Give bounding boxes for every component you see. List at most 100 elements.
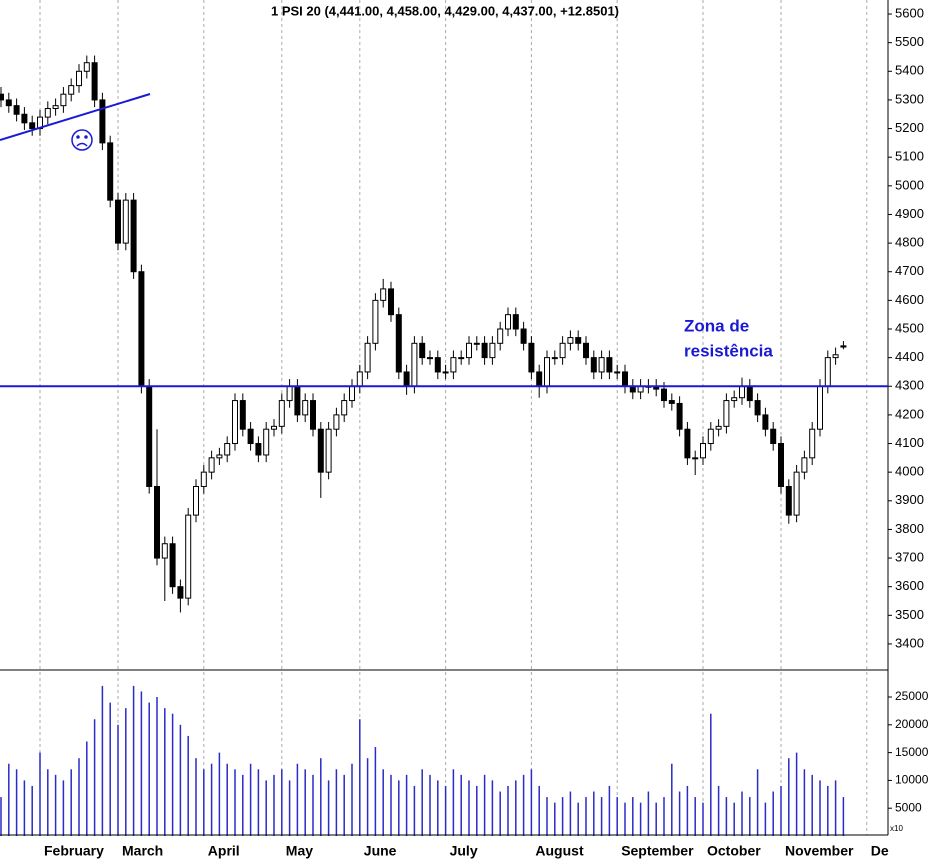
volume-bar [663,797,665,836]
candle-body [169,543,176,588]
y-tick-label: 5300 [895,91,924,106]
volume-bar [437,780,439,836]
volume-bar [507,785,509,836]
volume-bar [242,774,244,836]
candle-body [5,99,12,107]
candle-body [294,385,301,416]
candle-body [68,85,75,95]
y-tick-label: 3700 [895,549,924,564]
volume-bar [203,769,205,836]
candle-body [544,357,550,387]
volume-bar [148,702,150,836]
candle-body [146,385,153,487]
volume-bar [249,763,252,836]
volume-bar [452,769,455,836]
volume-bar [569,791,572,836]
volume-bar [62,780,65,836]
candle-body [481,342,488,359]
candle-body [466,342,472,359]
candle-body [130,199,137,273]
candle-body [91,62,98,101]
volume-bar [593,791,595,836]
y-tick-label: 10000 [895,773,929,787]
candle-body [606,357,613,373]
candle-body [442,371,449,374]
candle-body [247,428,254,445]
x-tick-label: September [621,843,694,859]
x-tick-label: February [44,843,104,859]
y-tick-label: 5600 [895,5,924,20]
candle-body [520,328,527,344]
volume-bar [842,797,845,836]
candle-body [239,400,246,430]
candle-body [559,342,566,359]
candle-body [99,99,106,144]
x-tick-label: March [122,843,163,859]
candle-body [770,428,777,445]
volume-bar [530,769,533,836]
candle-body [107,142,114,201]
y-tick-label: 15000 [895,745,929,759]
volume-bar [312,774,314,836]
volume-bar [281,769,283,836]
candle-body [458,357,465,360]
candle-body [778,443,784,487]
candle-body [380,288,387,301]
candle-body [138,271,145,387]
y-tick-label: 5500 [895,34,924,49]
volume-bar [429,774,431,836]
volume-bar [686,785,689,836]
volume-bar [304,769,306,836]
volume-bar [210,763,213,836]
y-tick-label: 3800 [895,521,924,536]
candle-body [809,428,816,459]
volume-bar [585,797,587,836]
y-tick-label: 4600 [895,292,924,307]
y-tick-label: 4400 [895,349,924,364]
volume-bar [15,769,18,836]
y-tick-label: 5000 [895,800,922,814]
candle-body [325,428,332,473]
candle-body [676,402,683,430]
candle-body [684,428,691,459]
y-tick-label: 4900 [895,206,924,221]
candle-body [536,371,543,387]
candle-body [52,105,59,110]
candle-body [731,397,738,402]
volume-bar [39,752,41,836]
y-tick-label: 3900 [895,492,924,507]
volume-bar [374,747,377,836]
candle-body [723,400,730,427]
y-tick-label: 4300 [895,378,924,393]
volume-bar [78,758,80,836]
candle-body [528,342,535,373]
candle-body [200,471,207,487]
x-tick-label: August [535,843,584,859]
volume-bar [803,769,806,836]
scale-label: x10 [890,824,903,833]
volume-bar [468,780,470,836]
volume-bar [554,802,556,836]
volume-bar [413,785,416,836]
volume-bar [710,713,712,836]
y-tick-label: 4500 [895,320,924,335]
candle-body [154,485,160,559]
candle-body [473,342,480,345]
volume-bar [296,763,299,836]
candle-body [411,342,418,387]
volume-bar [639,802,642,836]
candle-body [115,199,121,244]
volume-bar [717,785,720,836]
volume-bar [335,769,338,836]
volume-bar [320,758,322,836]
candle-body [83,62,90,72]
candle-body [193,485,199,516]
volume-bar [491,780,494,836]
candle-body [177,586,184,599]
volume-bar [600,797,603,836]
y-tick-label: 4000 [895,464,924,479]
candle-body [817,385,823,430]
candle-body [278,400,285,427]
volume-bar [288,780,291,836]
